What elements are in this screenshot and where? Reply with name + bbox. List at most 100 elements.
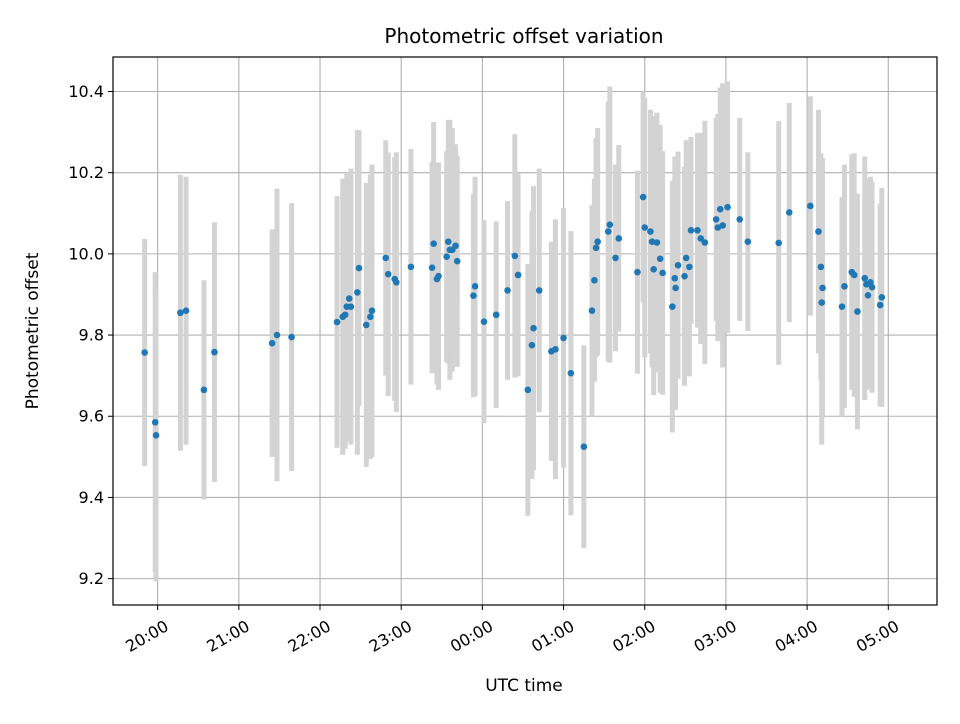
y-tick-label: 9.8 xyxy=(79,326,104,345)
chart-title: Photometric offset variation xyxy=(384,24,663,48)
data-point xyxy=(815,228,822,235)
data-point xyxy=(615,235,623,242)
data-point xyxy=(524,386,532,394)
data-point xyxy=(480,318,488,325)
data-point xyxy=(528,341,536,349)
data-point xyxy=(744,238,752,245)
data-point xyxy=(681,272,688,280)
data-point xyxy=(807,202,814,210)
data-point xyxy=(514,271,522,279)
data-point xyxy=(382,254,390,262)
data-point xyxy=(151,419,159,426)
data-point xyxy=(367,313,374,321)
x-axis-title: UTC time xyxy=(485,676,563,696)
data-point xyxy=(876,301,884,309)
data-point xyxy=(841,283,848,290)
data-point xyxy=(407,263,415,271)
data-point xyxy=(362,321,370,329)
data-point xyxy=(641,224,649,231)
data-point xyxy=(634,268,641,276)
data-point xyxy=(592,244,600,252)
data-point xyxy=(701,239,709,246)
data-point xyxy=(687,227,695,234)
data-point xyxy=(594,238,601,245)
data-point xyxy=(443,253,450,261)
data-point xyxy=(368,307,376,315)
data-point xyxy=(612,254,619,262)
data-point xyxy=(504,287,511,294)
y-tick-label: 9.6 xyxy=(79,407,104,426)
data-point xyxy=(333,318,341,326)
y-tick-label: 9.4 xyxy=(79,488,104,507)
data-point xyxy=(719,222,726,229)
data-point xyxy=(697,235,705,242)
data-point xyxy=(430,240,437,248)
data-point xyxy=(861,274,869,282)
data-point xyxy=(511,252,519,260)
data-point xyxy=(182,307,190,315)
data-point xyxy=(854,308,861,315)
y-axis: 9.2 9.4 9.6 9.8 10.0 10.2 10.4 xyxy=(68,82,113,588)
data-point xyxy=(345,295,353,302)
data-point xyxy=(656,255,664,263)
data-point xyxy=(686,263,693,271)
data-point xyxy=(716,205,724,213)
data-point xyxy=(341,311,349,319)
data-point xyxy=(817,263,825,271)
data-point xyxy=(672,284,679,292)
data-point xyxy=(606,221,614,228)
data-point xyxy=(492,311,500,319)
data-point xyxy=(552,345,559,353)
data-point xyxy=(471,283,479,290)
data-point xyxy=(682,254,690,262)
data-point xyxy=(669,303,676,310)
data-point xyxy=(648,238,656,245)
data-point xyxy=(355,264,363,272)
data-point xyxy=(850,271,858,279)
data-point xyxy=(878,294,886,301)
data-point xyxy=(659,269,666,277)
data-point xyxy=(393,278,400,286)
data-points xyxy=(141,193,886,450)
y-tick-label: 10.0 xyxy=(68,244,104,263)
data-point xyxy=(736,216,744,223)
data-point xyxy=(530,324,537,332)
data-point xyxy=(453,257,461,265)
data-point xyxy=(141,349,148,356)
data-point xyxy=(435,272,442,280)
data-point xyxy=(864,291,872,299)
data-point xyxy=(775,239,782,247)
data-point xyxy=(177,309,184,317)
data-point xyxy=(712,216,720,223)
data-point xyxy=(671,274,679,282)
data-point xyxy=(591,276,598,284)
data-point xyxy=(428,264,436,271)
y-tick-label: 10.2 xyxy=(68,163,104,182)
data-point xyxy=(152,432,160,439)
data-point xyxy=(347,303,355,310)
data-point xyxy=(288,333,295,341)
data-point xyxy=(818,299,826,306)
data-point xyxy=(567,369,575,377)
y-axis-title: Photometric offset xyxy=(23,252,43,409)
y-tick-label: 10.4 xyxy=(68,82,104,101)
data-point xyxy=(785,209,793,216)
data-point xyxy=(639,193,647,201)
data-point xyxy=(694,227,701,234)
data-point xyxy=(868,283,876,291)
data-point xyxy=(452,242,459,250)
data-point xyxy=(653,239,661,246)
data-point xyxy=(444,238,452,245)
data-point xyxy=(819,284,826,292)
data-point xyxy=(211,348,218,356)
data-point xyxy=(647,228,654,235)
data-point xyxy=(604,228,612,235)
data-point xyxy=(650,265,657,273)
data-point xyxy=(268,339,276,347)
data-point xyxy=(273,331,281,339)
data-point xyxy=(354,289,361,296)
data-point xyxy=(200,386,208,394)
data-point xyxy=(588,307,596,315)
